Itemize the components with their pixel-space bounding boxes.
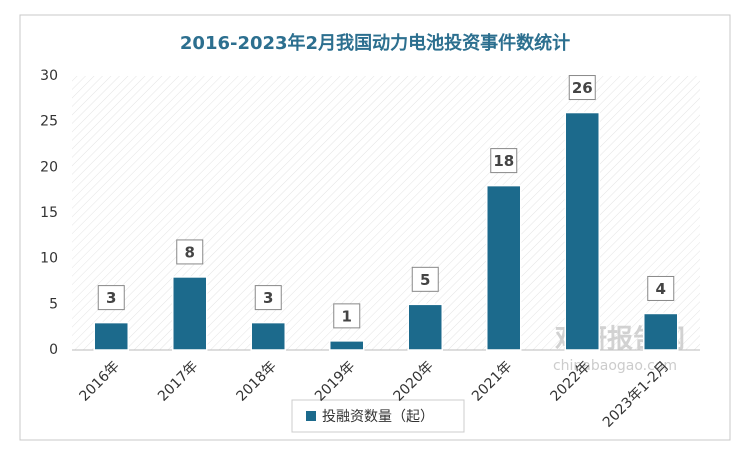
bar [486,184,522,351]
legend-swatch [306,411,316,421]
legend-box [291,399,465,433]
y-tick-label: 25 [40,114,58,130]
watermark-url: chinabaogao.com [553,358,677,374]
value-label-box [647,275,675,301]
bar [250,321,286,351]
bar [172,276,208,351]
bar [93,321,129,351]
legend-label: 投融资数量（起） [322,409,434,425]
bar [329,340,365,351]
bar [564,111,600,351]
y-tick-label: 30 [40,68,58,84]
value-label: 4 [656,280,666,298]
y-tick-label: 10 [40,251,58,267]
y-tick-label: 20 [40,159,58,175]
value-label: 26 [572,79,593,97]
y-tick-label: 0 [49,342,58,358]
y-tick-label: 15 [40,205,58,221]
bar [407,303,443,351]
value-label: 3 [263,289,273,307]
value-label: 1 [342,307,352,325]
value-label: 18 [493,152,514,170]
value-label-box [254,285,282,311]
plot-background [72,76,700,350]
value-label: 3 [106,289,116,307]
value-label: 8 [185,243,195,261]
value-label-box [333,303,361,329]
value-label-box [97,285,125,311]
value-label-box [176,239,204,265]
bar [643,312,679,351]
chart-title: 2016-2023年2月我国动力电池投资事件数统计 [180,32,570,54]
value-label: 5 [420,271,430,289]
value-label-box [411,266,439,292]
y-tick-label: 5 [49,296,58,312]
value-label-box [490,148,518,174]
value-label-box [568,75,596,101]
